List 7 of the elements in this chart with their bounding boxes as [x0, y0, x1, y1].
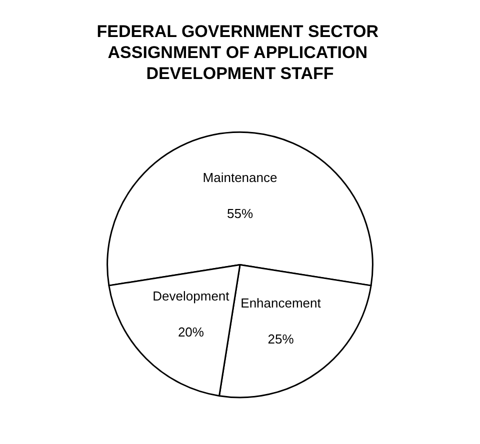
slice-label: Maintenance [202, 170, 278, 185]
data-label: 55% [226, 206, 254, 221]
slice-label: Development [152, 288, 230, 304]
chart-title: FEDERAL GOVERNMENT SECTOR ASSIGNMENT OF APPLICATION DEVELOPMENT STAFF [96, 22, 384, 83]
data-label: 25% [268, 331, 294, 346]
slice-label: Enhancement [240, 295, 322, 310]
data-label: 20% [178, 324, 204, 340]
